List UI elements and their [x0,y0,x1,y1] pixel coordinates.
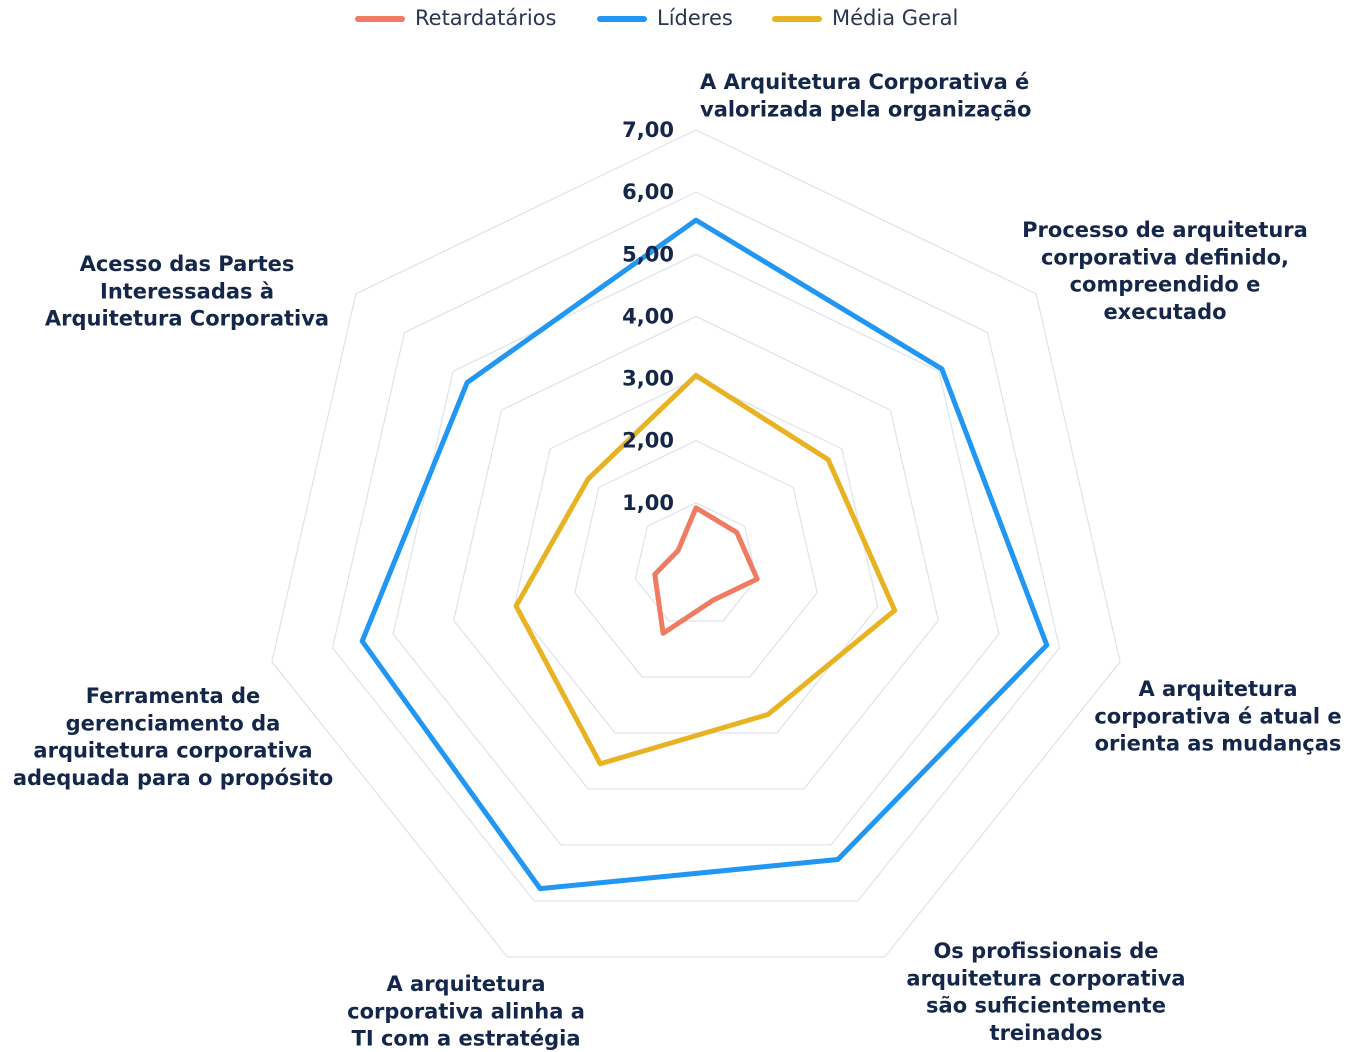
r-tick-label: 6,00 [622,180,674,204]
series-line [359,217,1050,892]
grid-ring [453,315,939,790]
category-label: arquitetura corporativa [33,739,312,763]
series-line [513,372,898,767]
category-label: orienta as mudanças [1095,732,1342,756]
legend-label: Média Geral [832,6,958,30]
category-label: Processo de arquitetura [1022,218,1308,242]
category-label: compreendido e [1070,273,1261,297]
grid-ring [331,191,1061,902]
r-tick-label: 5,00 [622,242,674,266]
category-label: arquitetura corporativa [906,966,1185,990]
category-label: Os profissionais de [933,939,1158,963]
category-label: Arquitetura Corporativa [45,307,329,331]
category-label: são suficientemente [926,994,1166,1018]
category-label: Acesso das Partes [80,252,295,276]
legend-label: Retardatários [415,6,557,30]
category-label: Ferramenta de [86,684,261,708]
grid-ring [634,502,758,622]
category-label: treinados [990,1021,1103,1045]
grid-ring [513,377,879,734]
category-label: A arquitetura [386,972,545,996]
r-tick-label: 3,00 [622,367,674,391]
grid-ring [574,440,818,678]
grid-ring [392,253,1000,846]
legend-label: Líderes [657,6,733,30]
series-line [652,505,760,636]
category-label: A Arquitetura Corporativa é [700,70,1029,94]
category-label: corporativa é atual e [1094,704,1341,728]
category-label: executado [1103,300,1226,324]
category-label: adequada para o propósito [13,766,333,790]
r-tick-label: 2,00 [622,429,674,453]
r-tick-label: 7,00 [622,118,674,142]
category-label: A arquitetura [1138,677,1297,701]
r-tick-label: 1,00 [622,491,674,515]
category-label: TI com a estratégia [352,1027,581,1051]
category-label: corporativa alinha a [347,999,585,1023]
category-label: valorizada pela organização [700,97,1031,121]
r-tick-label: 4,00 [622,304,674,328]
category-label: Interessadas à [100,279,274,303]
category-label: gerenciamento da [66,711,281,735]
grid-ring [271,129,1121,958]
category-label: corporativa definido, [1041,245,1289,269]
